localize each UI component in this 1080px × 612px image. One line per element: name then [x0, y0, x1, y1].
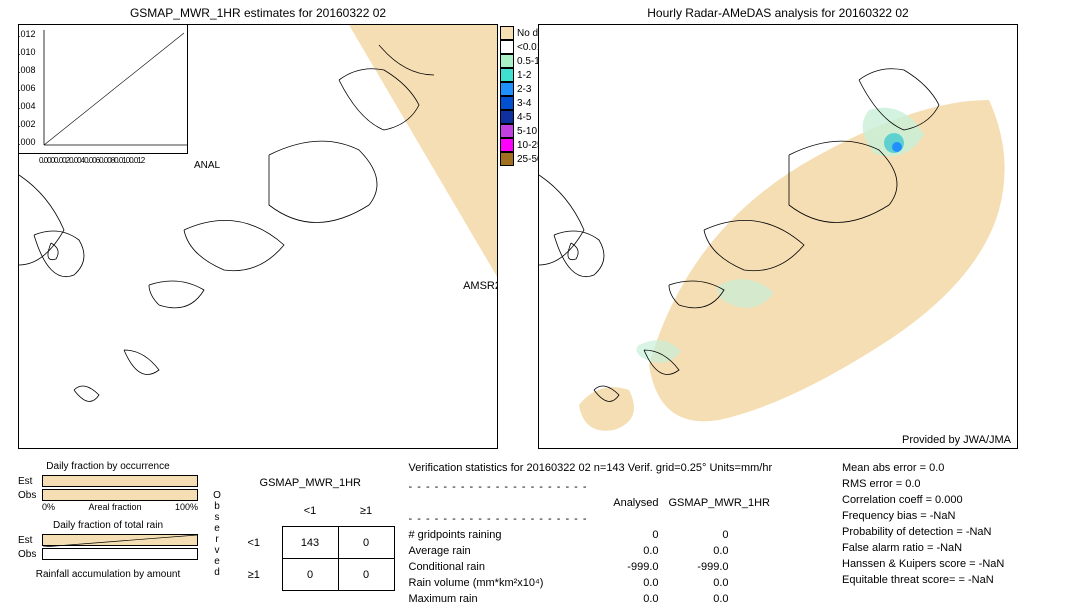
metric-row: Equitable threat score= = -NaN	[842, 573, 1062, 589]
stats-header: Verification statistics for 20160322 02 …	[409, 461, 829, 477]
stat-row: Maximum rain0.00.0	[409, 592, 829, 608]
metric-row: Frequency bias = -NaN	[842, 509, 1062, 525]
left-map-panel: GSMAP_MWR_1HR estimates for 20160322 02	[18, 6, 498, 449]
contingency-table: GSMAP_MWR_1HR <1≥1 <11430 ≥100	[226, 477, 395, 592]
inset-diagonal	[19, 25, 189, 155]
obs-occ-bar	[42, 489, 198, 501]
sensor-label: AMSR2	[463, 280, 498, 292]
right-map-panel: Hourly Radar-AMeDAS analysis for 2016032…	[538, 6, 1018, 449]
stat-row: Rain volume (mm*km²x10⁴)0.00.0	[409, 576, 829, 592]
metric-row: Hanssen & Kuipers score = -NaN	[842, 557, 1062, 573]
col-analysed: Analysed	[589, 496, 659, 512]
row-ge1: ≥1	[226, 559, 282, 591]
metric-row: Mean abs error = 0.0	[842, 461, 1062, 477]
est-label: Est	[18, 535, 42, 546]
anal-label: ANAL	[194, 160, 220, 171]
cell-10: 0	[282, 559, 338, 591]
obs-label: Obs	[18, 490, 42, 501]
inset-ytick: 0.000	[18, 137, 36, 147]
est-occ-bar	[42, 475, 198, 487]
left-map: GSMAP_MWR_1HR 0.012 0.010 0.008 0.006 0.…	[18, 24, 498, 449]
radar-analysis	[539, 25, 1018, 449]
stat-row: Conditional rain-999.0-999.0	[409, 560, 829, 576]
provided-by: Provided by JWA/JMA	[902, 434, 1011, 446]
metric-row: Probability of detection = -NaN	[842, 525, 1062, 541]
inset-ytick: 0.010	[18, 47, 36, 57]
metric-row: False alarm ratio = -NaN	[842, 541, 1062, 557]
right-map: 45 40 35 30 25 20 120 125 130 135 140 14…	[538, 24, 1018, 449]
inset-ytick: 0.012	[18, 29, 36, 39]
metric-row: Correlation coeff = 0.000	[842, 493, 1062, 509]
cell-00: 143	[282, 527, 338, 559]
inset-ytick: 0.004	[18, 101, 36, 111]
est-tot-bar	[42, 534, 198, 546]
total-title: Daily fraction of total rain	[18, 520, 198, 531]
left-map-title: GSMAP_MWR_1HR estimates for 20160322 02	[18, 6, 498, 20]
stat-row: # gridpoints raining00	[409, 528, 829, 544]
est-label: Est	[18, 476, 42, 487]
col-ge1: ≥1	[338, 495, 394, 527]
fraction-bars-column: Daily fraction by occurrence Est Obs 0% A…	[18, 461, 198, 607]
pct0: 0%	[42, 502, 55, 512]
areal-label: Areal fraction	[88, 502, 141, 512]
obs-label: Obs	[18, 549, 42, 560]
col-est: GSMAP_MWR_1HR	[659, 496, 729, 512]
inset-ytick: 0.002	[18, 119, 36, 129]
stats-divider: - - - - - - - - - - - - - - - - - - - - …	[409, 512, 829, 528]
stat-row: Average rain0.00.0	[409, 544, 829, 560]
col-lt1: <1	[282, 495, 338, 527]
metric-row: RMS error = 0.0	[842, 477, 1062, 493]
inset-ytick: 0.006	[18, 83, 36, 93]
error-metrics: Mean abs error = 0.0RMS error = 0.0Corre…	[842, 461, 1062, 607]
pct100: 100%	[175, 502, 198, 512]
inset-scatter: GSMAP_MWR_1HR 0.012 0.010 0.008 0.006 0.…	[18, 24, 188, 154]
right-map-title: Hourly Radar-AMeDAS analysis for 2016032…	[538, 6, 1018, 20]
inset-ytick: 0.008	[18, 65, 36, 75]
cell-11: 0	[338, 559, 394, 591]
verification-stats: Verification statistics for 20160322 02 …	[409, 461, 829, 607]
observed-label: Observed	[212, 490, 222, 578]
row-lt1: <1	[226, 527, 282, 559]
cell-01: 0	[338, 527, 394, 559]
accum-title: Rainfall accumulation by amount	[18, 569, 198, 580]
obs-tot-bar	[42, 548, 198, 560]
inset-xticks: 0.0000.0020.0040.0060.0080.0100.012	[39, 156, 144, 165]
occurrence-title: Daily fraction by occurrence	[18, 461, 198, 472]
ctable-title: GSMAP_MWR_1HR	[226, 477, 395, 489]
stats-divider: - - - - - - - - - - - - - - - - - - - - …	[409, 480, 829, 496]
